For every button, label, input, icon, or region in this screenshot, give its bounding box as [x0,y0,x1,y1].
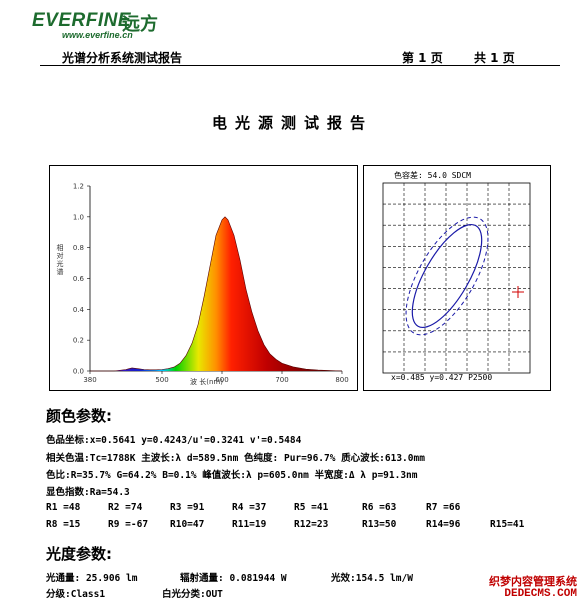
luminous-efficacy: 光效:154.5 lm/W [331,573,413,584]
y-tick-label: 1.0 [73,213,84,221]
luminous-flux: 光通量: 25.906 lm [46,573,138,584]
ri-value: R9 =-67 [108,519,149,530]
spectrum-chart: 0.0 0.2 0.4 0.6 0.8 1.0 1.2 380 500 600 700 800 [73,183,349,385]
watermark-en: DEDECMS.COM [504,588,577,600]
cie-ellipse-inner [411,223,483,329]
x-tick-label: 500 [155,376,168,384]
ri-value: R1 =48 [46,502,81,513]
chromaticity-readout: x=0.485 y=0.427 P2500 [391,373,493,382]
x-axis-label: 波 长(nm) [190,378,223,386]
ri-value: R10=47 [170,519,205,530]
system-title: 光谱分析系统测试报告 [62,51,183,65]
color-ratio-row: 色比:R=35.7% G=64.2% B=0.1% 峰值波长:λ p=605.0… [46,470,418,481]
ri-value: R6 =63 [362,502,397,513]
ri-value: R8 =15 [46,519,81,530]
ri-value: R13=50 [362,519,397,530]
spectrum-line [90,216,343,372]
y-tick-label: 0.2 [73,337,84,345]
ri-value: R11=19 [232,519,267,530]
y-axis-label: 相对光谱 [56,244,64,276]
chromaticity-row: 色品坐标:x=0.5641 y=0.4243/u'=0.3241 v'=0.54… [46,435,302,446]
page-number: 第 1 页 [402,51,443,65]
ri-value: R3 =91 [170,502,205,513]
ri-value: R5 =41 [294,502,329,513]
brand-url: www.everfine.cn [62,30,133,40]
x-tick-label: 380 [83,376,96,384]
photo-params-heading: 光度参数: [46,545,112,563]
cri-row: 显色指数:Ra=54.3 [46,487,130,498]
spectrum-chart-panel: 0.0 0.2 0.4 0.6 0.8 1.0 1.2 380 500 600 700 800 相对光… [49,165,358,391]
y-tick-label: 0.6 [73,275,85,283]
cie-diagram [382,182,531,374]
report-title: 电光源测试报告 [211,114,373,132]
ri-value: R12=23 [294,519,329,530]
ri-value: R2 =74 [108,502,143,513]
white-light-class: 白光分类:OUT [162,589,223,600]
radiant-flux: 辐射通量: 0.081944 W [180,573,287,584]
y-tick-label: 0.0 [73,368,84,376]
x-tick-label: 700 [275,376,288,384]
cie-ellipse-outer [405,216,489,336]
ri-value: R15=41 [490,519,525,530]
page-total: 共 1 页 [474,51,515,65]
x-tick-label: 800 [335,376,348,384]
y-tick-label: 0.8 [73,244,84,252]
cie-frame [382,182,531,374]
cct-row: 相关色温:Tc=1788K 主波长:λ d=589.5nm 色纯度: Pur=9… [46,453,425,464]
header-divider [40,65,560,66]
ri-value: R7 =66 [426,502,461,513]
ri-value: R14=96 [426,519,461,530]
x-tick-label: 600 [215,376,228,384]
y-tick-label: 0.4 [73,306,85,314]
brand-logo: EVERFINE [32,10,132,31]
color-params-heading: 颜色参数: [46,407,112,425]
grade: 分级:Class1 [46,589,106,600]
color-tolerance-label: 色容差: 54.0 SDCM [394,171,471,180]
cie-panel: 色容差: 54.0 SDCM x=0.485 y=0.427 P2500 [363,165,551,391]
spectrum-area [90,216,342,371]
brand-logo-cn: 远方 [122,14,158,35]
ri-value: R4 =37 [232,502,267,513]
watermark-cn: 织梦内容管理系统 [489,575,577,588]
y-tick-label: 1.2 [73,183,84,191]
